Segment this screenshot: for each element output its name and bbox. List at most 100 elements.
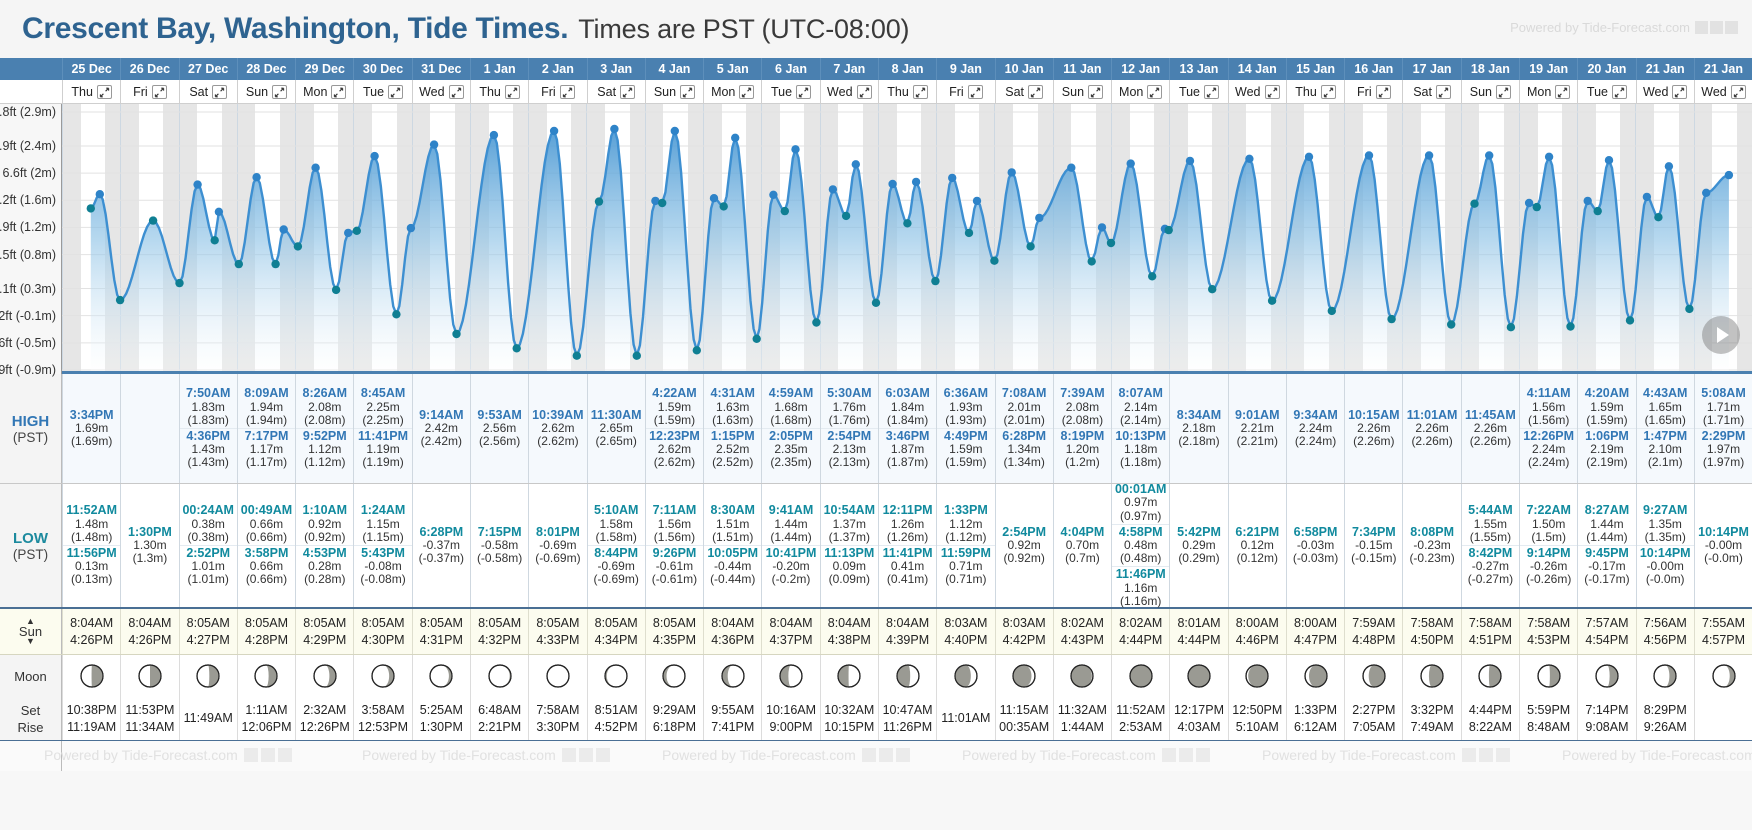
moon-phase-cell[interactable] xyxy=(295,655,353,697)
expand-icon[interactable] xyxy=(331,85,347,99)
date-cell[interactable]: 21 Jan xyxy=(1635,58,1694,80)
moon-phase-cell[interactable] xyxy=(703,655,761,697)
expand-icon[interactable] xyxy=(620,85,636,99)
date-cell[interactable]: 11 Jan xyxy=(1052,58,1111,80)
date-cell[interactable]: 16 Jan xyxy=(1344,58,1402,80)
expand-icon[interactable] xyxy=(967,85,983,99)
high-tide-marker[interactable] xyxy=(1524,198,1534,208)
low-tide-marker[interactable] xyxy=(452,329,461,339)
low-tide-marker[interactable] xyxy=(1566,322,1575,331)
expand-icon[interactable] xyxy=(1611,85,1627,99)
date-cell[interactable]: 26 Dec xyxy=(120,58,178,80)
low-tide-marker[interactable] xyxy=(115,295,125,305)
low-tide-marker[interactable] xyxy=(1625,316,1635,325)
high-tide-marker[interactable] xyxy=(911,177,921,187)
expand-icon[interactable] xyxy=(1320,85,1336,99)
date-cell[interactable]: 25 Dec xyxy=(62,58,120,80)
low-tide-marker[interactable] xyxy=(1506,323,1516,332)
moon-phase-cell[interactable] xyxy=(1519,655,1577,697)
date-cell[interactable]: 17 Jan xyxy=(1402,58,1460,80)
expand-icon[interactable] xyxy=(448,85,464,99)
expand-icon[interactable] xyxy=(680,85,696,99)
low-tide-marker[interactable] xyxy=(234,259,243,269)
high-tide-marker[interactable] xyxy=(1067,163,1076,172)
high-tide-marker[interactable] xyxy=(769,190,778,199)
moon-phase-cell[interactable] xyxy=(877,655,936,697)
low-tide-cell[interactable]: 7:15PM -0.58m (-0.58m) xyxy=(469,484,529,607)
expand-icon[interactable] xyxy=(151,85,167,99)
low-tide-marker[interactable] xyxy=(1164,225,1173,235)
high-tide-marker[interactable] xyxy=(1364,151,1374,160)
expand-icon[interactable] xyxy=(1147,85,1163,99)
low-tide-marker[interactable] xyxy=(1327,306,1337,316)
expand-icon[interactable] xyxy=(1672,85,1688,99)
moon-phase-cell[interactable] xyxy=(411,655,470,697)
low-tide-marker[interactable] xyxy=(841,211,851,221)
high-tide-marker[interactable] xyxy=(406,223,416,233)
moon-phase-cell[interactable] xyxy=(120,655,178,697)
play-button[interactable] xyxy=(1702,316,1740,354)
high-tide-marker[interactable] xyxy=(370,151,379,161)
low-tide-marker[interactable] xyxy=(1685,304,1694,314)
low-tide-marker[interactable] xyxy=(1593,206,1602,216)
date-cell[interactable]: 10 Jan xyxy=(994,58,1053,80)
low-tide-cell[interactable]: 7:11AM 1.56m (1.56m) 9:26PM -0.61m (-0.61m) xyxy=(644,484,704,607)
date-cell[interactable]: 8 Jan xyxy=(877,58,936,80)
date-cell[interactable]: 12 Jan xyxy=(1111,58,1169,80)
high-tide-cell[interactable]: 5:30AM 1.76m (1.76m) 2:54PM 2.13m (2.13m) xyxy=(819,374,878,483)
low-tide-marker[interactable] xyxy=(1470,199,1479,208)
expand-icon[interactable] xyxy=(212,85,228,99)
date-cell[interactable]: 18 Jan xyxy=(1460,58,1519,80)
low-tide-cell[interactable]: 6:58PM -0.03m (-0.03m) xyxy=(1285,484,1345,607)
high-tide-cell[interactable]: 11:01AM 2.26m (2.26m) xyxy=(1402,374,1461,483)
high-tide-cell[interactable]: 4:11AM 1.56m (1.56m) 12:26PM 2.24m (2.24m) xyxy=(1519,374,1578,483)
low-tide-cell[interactable]: 8:01PM -0.69m (-0.69m) xyxy=(528,484,587,607)
moon-phase-cell[interactable] xyxy=(1460,655,1519,697)
high-tide-cell[interactable]: 8:07AM 2.14m (2.14m) 10:13PM 1.18m (1.18m) xyxy=(1111,374,1170,483)
low-tide-marker[interactable] xyxy=(1208,285,1217,294)
high-tide-marker[interactable] xyxy=(279,225,288,234)
high-tide-cell[interactable]: 9:14AM 2.42m (2.42m) xyxy=(411,374,470,483)
high-tide-cell[interactable] xyxy=(120,374,179,483)
high-tide-marker[interactable] xyxy=(1664,162,1674,171)
low-tide-marker[interactable] xyxy=(964,228,974,238)
high-tide-cell[interactable]: 6:36AM 1.93m (1.93m) 4:49PM 1.59m (1.59m) xyxy=(936,374,995,483)
low-tide-marker[interactable] xyxy=(1026,242,1035,251)
high-tide-marker[interactable] xyxy=(651,196,660,206)
low-tide-marker[interactable] xyxy=(903,219,912,228)
tide-chart-plot[interactable] xyxy=(62,104,1752,374)
expand-icon[interactable] xyxy=(1555,85,1571,99)
moon-phase-cell[interactable] xyxy=(819,655,878,697)
date-cell[interactable]: 21 Jan xyxy=(1693,58,1752,80)
high-tide-cell[interactable]: 8:09AM 1.94m (1.94m) 7:17PM 1.17m (1.17m) xyxy=(236,374,296,483)
high-tide-marker[interactable] xyxy=(888,179,897,189)
low-tide-cell[interactable]: 00:24AM 0.38m (0.38m) 2:52PM 1.01m (1.01m) xyxy=(178,484,237,607)
moon-phase-cell[interactable] xyxy=(1052,655,1111,697)
high-tide-cell[interactable]: 6:03AM 1.84m (1.84m) 3:46PM 1.87m (1.87m) xyxy=(877,374,937,483)
expand-icon[interactable] xyxy=(739,85,755,99)
date-cell[interactable]: 2 Jan xyxy=(528,58,586,80)
low-tide-cell[interactable]: 1:24AM 1.15m (1.15m) 5:43PM -0.08m (-0.08m) xyxy=(353,484,412,607)
high-tide-marker[interactable] xyxy=(1097,223,1107,232)
date-cell[interactable]: 27 Dec xyxy=(178,58,237,80)
low-tide-marker[interactable] xyxy=(148,216,158,225)
low-tide-marker[interactable] xyxy=(871,298,881,307)
high-tide-cell[interactable]: 8:45AM 2.25m (2.25m) 11:41PM 1.19m (1.19m) xyxy=(353,374,412,483)
low-tide-marker[interactable] xyxy=(812,318,821,327)
expand-icon[interactable] xyxy=(1204,85,1220,99)
high-tide-cell[interactable]: 5:08AM 1.71m (1.71m) 2:29PM 1.97m (1.97m) xyxy=(1693,374,1752,483)
high-tide-marker[interactable] xyxy=(1185,156,1195,166)
high-tide-marker[interactable] xyxy=(489,130,499,140)
moon-phase-cell[interactable] xyxy=(1693,655,1752,697)
expand-icon[interactable] xyxy=(912,85,928,99)
high-tide-cell[interactable]: 7:08AM 2.01m (2.01m) 6:28PM 1.34m (1.34m) xyxy=(994,374,1053,483)
date-cell[interactable]: 30 Dec xyxy=(353,58,411,80)
high-tide-marker[interactable] xyxy=(1642,192,1652,202)
high-tide-marker[interactable] xyxy=(1126,159,1135,168)
low-tide-cell[interactable]: 8:30AM 1.51m (1.51m) 10:05PM -0.44m (-0.44m) xyxy=(703,484,762,607)
low-tide-cell[interactable]: 5:44AM 1.55m (1.55m) 8:42PM -0.27m (-0.27m) xyxy=(1460,484,1520,607)
moon-phase-cell[interactable] xyxy=(1285,655,1344,697)
high-tide-marker[interactable] xyxy=(549,126,559,136)
low-tide-marker[interactable] xyxy=(719,202,728,211)
low-tide-cell[interactable]: 1:33PM 1.12m (1.12m) 11:59PM 0.71m (0.71m) xyxy=(936,484,995,607)
